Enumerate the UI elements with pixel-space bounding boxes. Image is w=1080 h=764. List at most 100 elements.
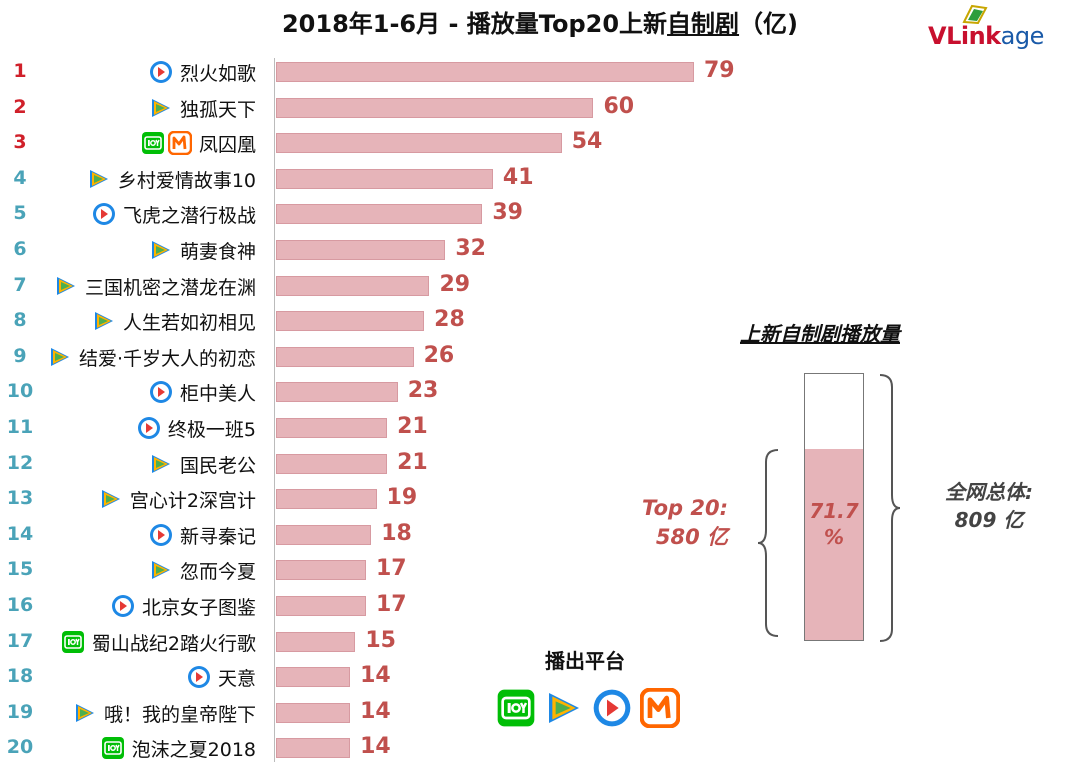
value-label: 14: [360, 663, 391, 689]
category-label: 泡沫之夏2018: [131, 739, 256, 762]
bar: [276, 631, 356, 652]
tencent-icon: [149, 238, 173, 262]
title-unit: （亿): [739, 10, 799, 38]
platform-icons: [149, 558, 173, 582]
value-label: 23: [407, 378, 439, 404]
rank-label: 18: [6, 665, 34, 688]
rank-label: 3: [13, 131, 27, 154]
value-label: 19: [386, 485, 418, 511]
iqiyi-icon: [61, 630, 85, 654]
value-label: 21: [397, 449, 428, 475]
category-label: 凤囚凰: [198, 134, 256, 157]
platform-icons: [61, 630, 85, 654]
youku-icon: [149, 380, 173, 404]
rank-label: 11: [6, 416, 34, 438]
bar: [276, 418, 388, 438]
tencent-icon: [149, 96, 173, 120]
rank-label: 1: [13, 60, 27, 82]
platform-legend-title: 播出平台: [545, 649, 625, 673]
category-label: 三国机密之潜龙在渊: [84, 276, 256, 299]
value-label: 41: [502, 164, 534, 190]
tencent-icon: [149, 558, 173, 582]
value-label: 14: [360, 698, 391, 724]
value-label: 28: [434, 307, 465, 333]
chart-title: 2018年1-6月 - 播放量Top20上新自制剧（亿): [0, 4, 1080, 39]
category-label: 宫心计2深宫计: [129, 490, 256, 513]
rank-label: 17: [6, 629, 34, 652]
iqiyi-icon: [496, 688, 536, 728]
platform-icons: [149, 238, 173, 262]
category-label: 烈火如歌: [179, 63, 256, 85]
value-label: 17: [375, 556, 407, 582]
platform-icons: [101, 736, 125, 760]
platform-icons: [137, 416, 161, 440]
youku-icon: [137, 416, 161, 440]
title-emphasis: 自制剧: [667, 10, 740, 38]
platform-icons: [149, 60, 173, 84]
rank-label: 2: [13, 95, 27, 118]
bar: [276, 702, 351, 723]
category-label: 国民老公: [179, 454, 256, 477]
rank-label: 20: [6, 736, 34, 759]
value-label: 21: [397, 414, 428, 439]
category-label: 终极一班5: [167, 419, 256, 441]
bar: [276, 97, 594, 118]
category-label: 柜中美人: [179, 383, 256, 406]
bar: [276, 240, 446, 260]
category-label: 人生若如初相见: [122, 312, 256, 335]
category-label: 飞虎之潜行极战: [122, 205, 256, 228]
bar: [276, 168, 493, 189]
value-label: 26: [423, 342, 455, 368]
youku-icon: [92, 202, 116, 226]
youku-icon: [187, 665, 211, 689]
category-axis-line: [274, 58, 275, 762]
category-label: 萌妻食神: [179, 241, 256, 263]
value-label: 17: [375, 592, 407, 617]
category-label: 新寻秦记: [179, 525, 256, 548]
share-tube-fill: [805, 449, 863, 640]
value-label: 79: [704, 58, 735, 83]
tencent-icon: [48, 345, 72, 369]
bar: [276, 204, 483, 225]
bar: [276, 62, 694, 82]
bar: [276, 596, 366, 616]
logo-mark-icon: [962, 4, 988, 24]
left-brace-icon: [757, 449, 779, 637]
platform-icons: [92, 309, 116, 333]
mango-icon: [167, 130, 193, 156]
rank-label: 4: [13, 166, 27, 189]
bar: [276, 346, 414, 367]
value-label: 14: [360, 734, 391, 760]
bar: [276, 133, 562, 154]
rank-label: 19: [6, 700, 34, 723]
tencent-icon: [99, 487, 123, 511]
platform-icons: [92, 202, 116, 226]
value-label: 54: [571, 129, 603, 155]
iqiyi-icon: [101, 736, 125, 760]
rank-label: 9: [13, 344, 27, 367]
platform-icons: [141, 130, 193, 156]
top20-total-label: Top 20: 580 亿: [641, 496, 728, 549]
category-label: 忽而今夏: [179, 561, 256, 584]
rank-label: 16: [6, 594, 34, 616]
tencent-icon: [149, 452, 173, 476]
youku-icon: [111, 594, 135, 618]
youku-icon: [149, 60, 173, 84]
rank-label: 6: [13, 238, 27, 260]
rank-label: 15: [6, 558, 34, 581]
rank-label: 10: [6, 380, 34, 403]
logo-text: VLinkage: [928, 22, 1044, 50]
category-label: 乡村爱情故事10: [117, 169, 256, 192]
mango-icon: [639, 687, 681, 729]
bar: [276, 275, 430, 296]
right-brace-icon: [879, 374, 901, 642]
rank-label: 14: [6, 522, 34, 545]
bar: [276, 489, 377, 510]
title-main: 2018年1-6月 - 播放量Top20上新: [281, 10, 668, 38]
value-label: 29: [439, 271, 471, 297]
rank-label: 13: [6, 487, 34, 510]
network-total-label: 全网总体: 809 亿: [945, 480, 1033, 532]
bar: [276, 560, 366, 581]
category-label: 结爱·千岁大人的初恋: [78, 347, 256, 370]
